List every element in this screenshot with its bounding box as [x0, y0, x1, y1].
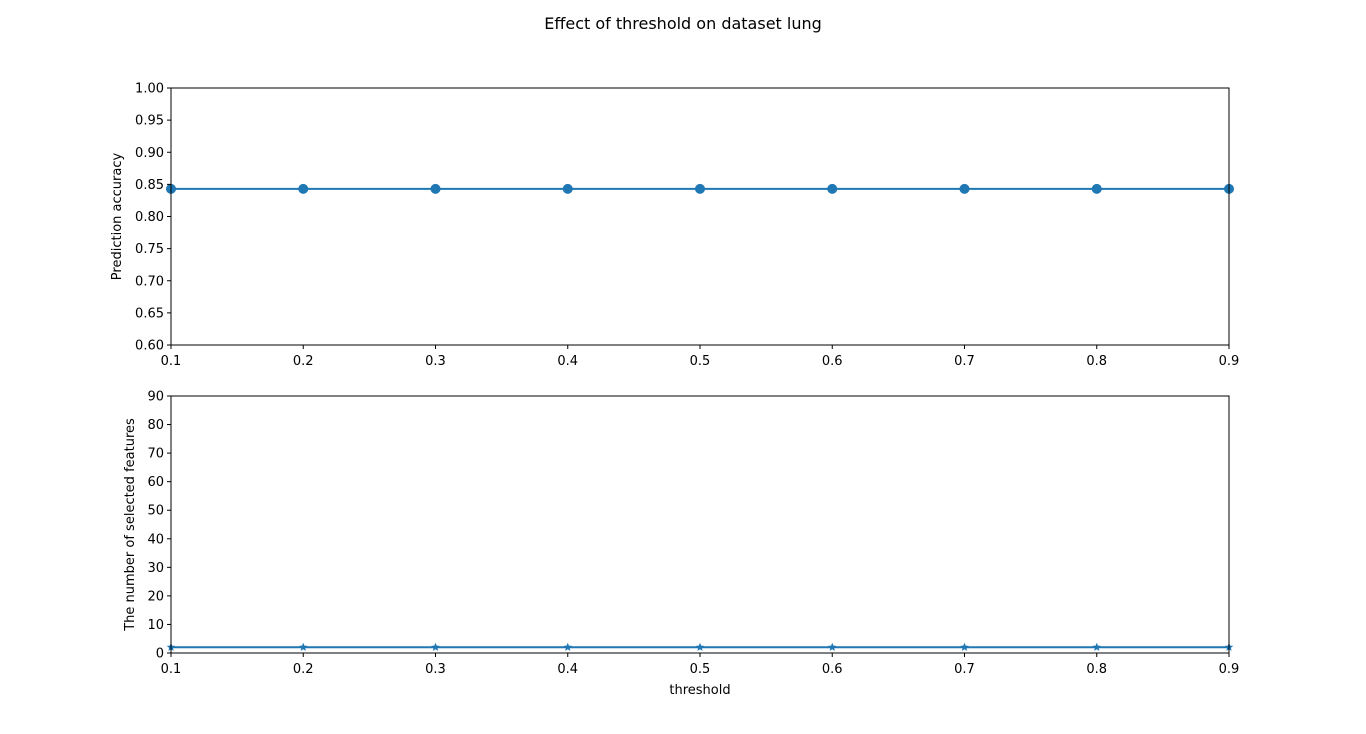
data-point	[298, 183, 309, 194]
y-tick-label: 0.80	[135, 210, 164, 225]
axes-frame	[170, 395, 1230, 654]
data-point	[959, 183, 970, 194]
y-tick-label: 70	[147, 447, 164, 462]
y-tick-label: 50	[147, 504, 164, 519]
y-tick-label: 0	[156, 647, 164, 662]
x-tick-label: 0.2	[293, 354, 314, 369]
x-tick-label: 0.5	[690, 354, 711, 369]
y-tick-label: 0.95	[135, 114, 164, 129]
data-point	[563, 642, 573, 651]
data-point	[960, 642, 969, 651]
y-tick-label: 30	[147, 561, 164, 576]
y-tick-label: 20	[147, 589, 164, 604]
y-tick-label: 80	[147, 418, 164, 433]
y-tick-label: 40	[147, 532, 164, 547]
x-tick-label: 0.1	[161, 662, 182, 677]
y-tick-label: 0.70	[135, 274, 164, 289]
data-point	[562, 183, 573, 194]
data-point	[430, 183, 441, 194]
x-tick-label: 0.9	[1219, 354, 1240, 369]
data-point	[1092, 642, 1102, 651]
y-tick-label: 60	[147, 475, 164, 490]
x-tick-label: 0.5	[690, 662, 711, 677]
x-tick-label: 0.3	[425, 662, 446, 677]
y-tick-label: 0.75	[135, 242, 164, 257]
x-tick-label: 0.7	[954, 662, 975, 677]
x-tick-label: 0.7	[954, 354, 975, 369]
y-tick-label: 1.00	[135, 82, 164, 97]
y-axis-label: The number of selected features	[123, 418, 138, 632]
figure-title: Effect of threshold on dataset lung	[544, 14, 822, 33]
x-tick-label: 0.9	[1219, 662, 1240, 677]
data-point	[695, 183, 705, 194]
x-tick-label: 0.6	[822, 662, 843, 677]
data-point	[298, 642, 308, 651]
y-tick-label: 10	[147, 618, 164, 633]
accuracy-chart: 0.1 0.2 0.3 0.4 0.5 0.6 0.7 0.8 0.9 0.60 0.65 0.70 0…	[110, 82, 1239, 370]
x-tick-label: 0.3	[425, 354, 446, 369]
x-tick-label: 0.8	[1086, 354, 1107, 369]
data-point	[827, 642, 837, 651]
features-chart: 0.1 0.2 0.3 0.4 0.5 0.6 0.7 0.8 0.9 0 10 20 30 40 50 60…	[123, 390, 1239, 699]
y-tick-label: 0.65	[135, 306, 164, 321]
y-tick-label: 90	[147, 390, 164, 405]
axes-frame	[170, 87, 1230, 346]
x-tick-label: 0.1	[161, 354, 182, 369]
y-tick-label: 0.60	[135, 339, 164, 354]
x-tick-label: 0.8	[1086, 662, 1107, 677]
x-tick-label: 0.2	[293, 662, 314, 677]
data-point	[827, 183, 838, 194]
x-tick-label: 0.4	[557, 354, 578, 369]
data-point	[431, 642, 440, 651]
x-tick-label: 0.6	[822, 354, 843, 369]
x-axis-label: threshold	[669, 683, 730, 698]
y-tick-label: 0.90	[135, 146, 164, 161]
data-point	[695, 642, 705, 651]
data-point	[1091, 183, 1102, 194]
y-axis-label: Prediction accuracy	[110, 153, 125, 281]
y-tick-label: 0.85	[135, 178, 164, 193]
x-tick-label: 0.4	[557, 662, 578, 677]
